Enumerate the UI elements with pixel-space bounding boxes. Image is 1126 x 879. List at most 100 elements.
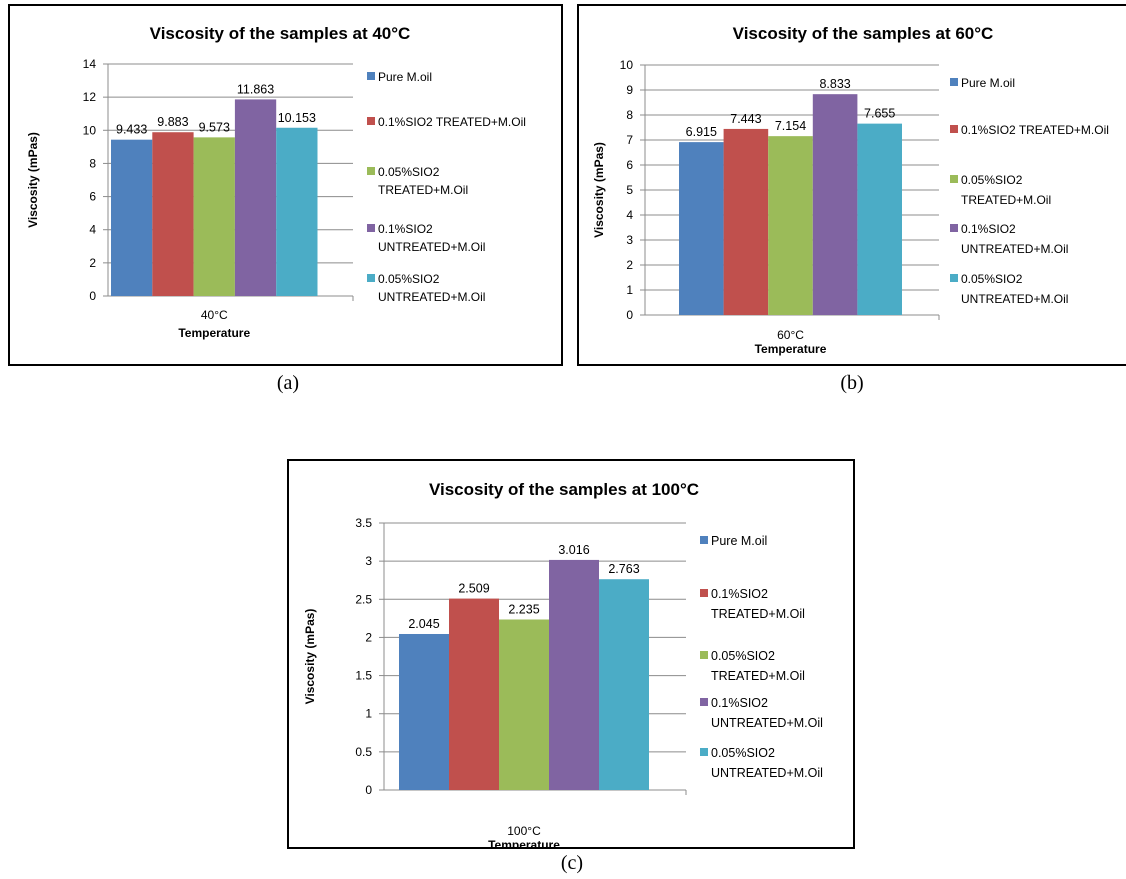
chart-a-title: Viscosity of the samples at 40°C	[150, 24, 411, 43]
chart-a-bar-3	[194, 137, 235, 296]
chart-c-legend-swatch-4	[700, 698, 708, 706]
chart-c-ytick-label: 0.5	[355, 745, 372, 759]
chart-a-ytick-label: 8	[89, 156, 96, 170]
chart-c-ytick-label: 3.5	[355, 516, 372, 530]
chart-c-x-axis-title: Temperature	[488, 838, 560, 847]
chart-b-ytick-label: 2	[626, 258, 633, 272]
chart-a-bar-4	[235, 99, 276, 296]
chart-b-legend-swatch-4	[950, 224, 958, 232]
chart-c-title: Viscosity of the samples at 100°C	[429, 480, 699, 499]
chart-a-data-label-1: 9.433	[116, 123, 147, 137]
chart-c-bar-5	[599, 579, 649, 790]
chart-a-ytick-label: 6	[89, 190, 96, 204]
chart-a-legend-label-4: 0.1%SIO2	[378, 222, 433, 236]
caption-b: (b)	[822, 372, 882, 395]
chart-b-legend-label-3: TREATED+M.Oil	[961, 193, 1051, 207]
chart-b-ytick-label: 0	[626, 308, 633, 322]
chart-a-ytick-label: 0	[89, 289, 96, 303]
chart-c-legend-label-3: 0.05%SIO2	[711, 649, 775, 663]
chart-a-data-label-5: 10.153	[278, 111, 316, 125]
chart-c-bar-2	[449, 599, 499, 790]
chart-a-ytick-label: 2	[89, 256, 96, 270]
chart-b-bar-1	[679, 142, 724, 315]
chart-b-ytick-label: 4	[626, 208, 633, 222]
chart-a-bar-2	[152, 132, 193, 296]
chart-a-data-label-4: 11.863	[237, 82, 274, 96]
chart-b-data-label-1: 6.915	[686, 125, 717, 139]
chart-panel-b: Viscosity of the samples at 60°C 0 1 2 3 4 5 6 7…	[577, 4, 1126, 366]
chart-a-legend-label-2: 0.1%SIO2 TREATED+M.Oil	[378, 115, 526, 129]
chart-b-legend-label-4: 0.1%SIO2	[961, 222, 1016, 236]
chart-a-legend-label-5: 0.05%SIO2	[378, 272, 440, 286]
chart-b-ytick-label: 1	[626, 283, 633, 297]
chart-c-legend-swatch-1	[700, 536, 708, 544]
chart-b-y-axis-title: Viscosity (mPas)	[592, 142, 606, 238]
chart-c-legend-label-3: TREATED+M.Oil	[711, 669, 805, 683]
chart-b-legend-swatch-3	[950, 175, 958, 183]
chart-a-x-axis-title: Temperature	[178, 326, 250, 340]
chart-c-ytick-label: 1	[365, 707, 372, 721]
chart-b-svg: Viscosity of the samples at 60°C 0 1 2 3 4 5 6 7…	[579, 6, 1126, 364]
chart-a-ytick-label: 10	[83, 123, 97, 137]
chart-b-ytick-label: 9	[626, 83, 633, 97]
chart-b-ytick-label: 3	[626, 233, 633, 247]
chart-b-ytick-label: 5	[626, 183, 633, 197]
chart-a-legend-label-4: UNTREATED+M.Oil	[378, 240, 485, 254]
caption-c: (c)	[542, 852, 602, 875]
chart-c-bar-1	[399, 634, 449, 790]
chart-b-bar-4	[813, 94, 858, 315]
chart-b-ytick-label: 10	[620, 58, 634, 72]
chart-c-data-label-5: 2.763	[608, 562, 639, 576]
chart-c-ytick-label: 2.5	[355, 592, 372, 606]
chart-b-data-label-4: 8.833	[819, 77, 850, 91]
chart-a-legend-swatch-5	[367, 274, 375, 282]
chart-a-legend-label-1: Pure M.oil	[378, 70, 432, 84]
chart-a-legend-label-3: 0.05%SIO2	[378, 165, 440, 179]
chart-a-legend-label-3: TREATED+M.Oil	[378, 183, 468, 197]
chart-c-legend-swatch-5	[700, 748, 708, 756]
chart-a-ytick-label: 12	[83, 90, 97, 104]
chart-b-legend-swatch-2	[950, 125, 958, 133]
chart-a-y-axis-title: Viscosity (mPas)	[26, 132, 40, 228]
chart-c-data-label-3: 2.235	[508, 603, 539, 617]
chart-c-category-label: 100°C	[507, 824, 541, 838]
chart-b-ytick-label: 6	[626, 158, 633, 172]
chart-c-data-label-4: 3.016	[558, 543, 589, 557]
chart-c-legend-label-4: 0.1%SIO2	[711, 696, 768, 710]
chart-c-data-label-1: 2.045	[408, 617, 439, 631]
chart-b-bar-3	[768, 136, 813, 315]
chart-b-data-label-3: 7.154	[775, 119, 806, 133]
chart-b-legend-swatch-1	[950, 78, 958, 86]
caption-a: (a)	[258, 372, 318, 395]
chart-c-bar-4	[549, 560, 599, 790]
chart-a-legend-label-5: UNTREATED+M.Oil	[378, 290, 485, 304]
chart-a-legend-swatch-1	[367, 72, 375, 80]
chart-a-bar-1	[111, 140, 152, 296]
chart-panel-c: Viscosity of the samples at 100°C 0 0.5 1 1.…	[287, 459, 855, 849]
chart-a-svg: Viscosity of the samples at 40°C 0 2 4 6 8 10 1…	[10, 6, 561, 364]
chart-b-legend-label-5: UNTREATED+M.Oil	[961, 292, 1068, 306]
chart-a-category-label: 40°C	[201, 308, 228, 322]
chart-c-legend-label-5: 0.05%SIO2	[711, 746, 775, 760]
chart-b-legend-label-1: Pure M.oil	[961, 76, 1015, 90]
chart-b-x-axis-title: Temperature	[755, 342, 827, 356]
chart-c-y-axis-title: Viscosity (mPas)	[303, 609, 317, 705]
chart-panel-a: Viscosity of the samples at 40°C 0 2 4 6 8 10 1…	[8, 4, 563, 366]
chart-b-data-label-5: 7.655	[864, 107, 895, 121]
chart-a-bar-5	[276, 128, 317, 296]
chart-b-ytick-label: 7	[626, 133, 633, 147]
chart-b-category-label: 60°C	[777, 328, 804, 342]
chart-b-legend-label-2: 0.1%SIO2 TREATED+M.Oil	[961, 123, 1109, 137]
chart-c-data-label-2: 2.509	[458, 582, 489, 596]
chart-a-data-label-3: 9.573	[199, 120, 230, 134]
chart-c-ytick-label: 0	[365, 783, 372, 797]
chart-b-bar-5	[857, 124, 902, 315]
chart-c-legend-label-4: UNTREATED+M.Oil	[711, 716, 823, 730]
chart-b-bar-2	[724, 129, 769, 315]
chart-a-legend-swatch-4	[367, 224, 375, 232]
chart-a-legend-swatch-2	[367, 117, 375, 125]
chart-c-ytick-label: 3	[365, 554, 372, 568]
chart-c-legend-swatch-2	[700, 589, 708, 597]
chart-b-data-label-2: 7.443	[730, 112, 761, 126]
chart-c-legend-label-2: TREATED+M.Oil	[711, 607, 805, 621]
